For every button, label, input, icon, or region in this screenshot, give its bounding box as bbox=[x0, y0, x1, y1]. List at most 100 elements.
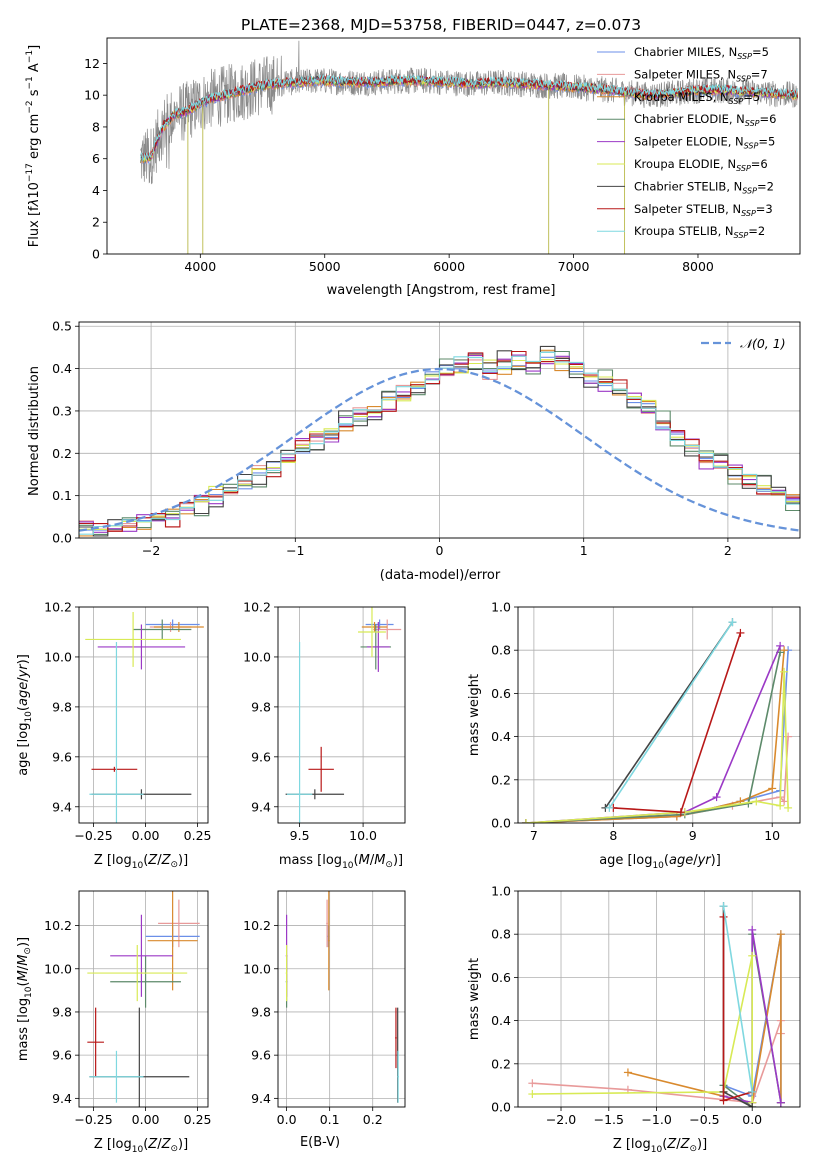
age-mass-xlabel: mass [log10(M/M⊙)] bbox=[279, 853, 403, 871]
y-tick-label: 0 bbox=[92, 247, 100, 262]
x-tick-label: 0.00 bbox=[132, 828, 160, 843]
mass-ebv-panel: 0.0 0.1 0.2 9.4 9.6 9.8 10.0 10.2 bbox=[243, 890, 406, 1127]
legend-value: =2 bbox=[748, 224, 765, 238]
x-tick-label: −0.25 bbox=[74, 828, 112, 843]
age-z-ylabel: age [log10(age/yr)] bbox=[16, 654, 34, 776]
y-tick-label: 10.0 bbox=[243, 649, 271, 664]
y-tick-label: 10.2 bbox=[243, 600, 271, 615]
x-tick-label: 2 bbox=[724, 543, 732, 558]
weight-line-kroupa-elodie bbox=[525, 671, 789, 823]
y-tick-label: 0.0 bbox=[491, 1100, 511, 1115]
hist-step-kroupa-stelib bbox=[79, 351, 800, 535]
y-tick-label: 8 bbox=[92, 119, 100, 134]
axes-frame bbox=[517, 606, 801, 824]
spectrum-xlabel: wavelength [Angstrom, rest frame] bbox=[327, 283, 556, 298]
y-tick-label: 1.0 bbox=[491, 600, 511, 615]
axes-frame bbox=[78, 321, 801, 539]
y-tick-label: 9.8 bbox=[52, 1004, 72, 1019]
x-tick-label: 4000 bbox=[184, 259, 216, 274]
weight-line-kroupa-elodie bbox=[532, 955, 754, 1103]
weight-age-ylabel: mass weight bbox=[467, 674, 482, 756]
mass-z-ylabel: mass [log10(M/M⊙)] bbox=[16, 937, 34, 1061]
x-tick-label: 0.2 bbox=[363, 1112, 383, 1127]
y-tick-label: 0.2 bbox=[52, 446, 72, 461]
figure-title: PLATE=2368, MJD=53758, FIBERID=0447, z=0… bbox=[241, 16, 641, 34]
legend-label: Kroupa STELIB, NSSP=2 bbox=[634, 224, 765, 240]
legend-subscript: SSP bbox=[744, 142, 759, 151]
y-tick-label: 10.0 bbox=[243, 961, 271, 976]
y-tick-label: 12 bbox=[84, 56, 100, 71]
y-tick-label: 9.4 bbox=[52, 799, 72, 814]
legend-label: Salpeter ELODIE, NSSP=5 bbox=[634, 135, 775, 151]
legend-subscript: SSP bbox=[729, 97, 744, 106]
y-tick-label: 9.6 bbox=[52, 749, 72, 764]
x-tick-label: 6000 bbox=[433, 259, 465, 274]
y-tick-label: 9.8 bbox=[251, 699, 271, 714]
legend-subscript: SSP bbox=[745, 119, 760, 128]
y-tick-label: 10.2 bbox=[44, 918, 72, 933]
weight-age-panel: 7 8 9 10 0.0 0.2 0.4 0.6 0.8 1.0 bbox=[491, 600, 801, 843]
legend-label: Kroupa ELODIE, NSSP=6 bbox=[634, 157, 768, 173]
weight-line-chabrier-elodie bbox=[525, 652, 781, 823]
x-tick-label: 9 bbox=[689, 828, 697, 843]
y-tick-label: 9.6 bbox=[52, 1048, 72, 1063]
axes-frame bbox=[106, 37, 801, 255]
y-tick-label: 0.5 bbox=[52, 319, 72, 334]
y-tick-label: 6 bbox=[92, 151, 100, 166]
weight-line-kroupa-stelib bbox=[608, 621, 734, 809]
age-z-panel: −0.25 0.00 0.25 9.4 9.6 9.8 10.0 10.2 bbox=[44, 600, 211, 844]
x-tick-label: 0.0 bbox=[277, 1112, 297, 1127]
x-tick-label: 0 bbox=[436, 543, 444, 558]
y-tick-label: 0.8 bbox=[491, 927, 511, 942]
residual-panel: −2 −1 0 1 2 0.0 0.1 0.2 0.3 0.4 0.5 𝒩(0, 1) bbox=[52, 319, 801, 558]
y-tick-label: 9.8 bbox=[52, 699, 72, 714]
spectrum-panel: 4000 5000 6000 7000 8000 0 2 4 6 8 10 12 Chabrier MI… bbox=[84, 37, 801, 274]
legend-label: Chabrier STELIB, NSSP=2 bbox=[634, 179, 774, 195]
y-tick-label: 9.4 bbox=[251, 1091, 271, 1106]
x-tick-label: −2 bbox=[142, 543, 160, 558]
x-tick-label: 0.1 bbox=[320, 1112, 340, 1127]
y-tick-label: 2 bbox=[92, 215, 100, 230]
x-tick-label: 5000 bbox=[309, 259, 341, 274]
legend-subscript: SSP bbox=[736, 164, 751, 173]
y-tick-label: 9.4 bbox=[52, 1091, 72, 1106]
weight-age-xlabel: age [log10(age/yr)] bbox=[599, 853, 721, 871]
legend-value: =6 bbox=[751, 157, 768, 171]
residual-xlabel: (data-model)/error bbox=[380, 568, 501, 583]
legend-value: =7 bbox=[751, 67, 768, 81]
x-tick-label: 1 bbox=[580, 543, 588, 558]
x-tick-label: −1.0 bbox=[641, 1112, 671, 1127]
x-tick-label: 8 bbox=[609, 828, 617, 843]
data-spectrum-line bbox=[140, 40, 798, 185]
axes-frame bbox=[517, 890, 801, 1108]
normal-curve bbox=[79, 367, 800, 532]
mass-z-panel: −0.25 0.00 0.25 9.4 9.6 9.8 10.0 10.2 bbox=[44, 890, 212, 1127]
weight-z-xlabel: Z [log10(Z/Z⊙)] bbox=[613, 1137, 707, 1155]
y-tick-label: 10.2 bbox=[243, 918, 271, 933]
axes-frame bbox=[277, 606, 406, 824]
legend-value: =5 bbox=[758, 135, 775, 149]
legend-label: Salpeter STELIB, NSSP=3 bbox=[634, 202, 773, 218]
mass-z-xlabel: Z [log10(Z/Z⊙)] bbox=[94, 1137, 188, 1155]
age-mass-panel: 9.5 10.0 9.4 9.6 9.8 10.0 10.2 bbox=[243, 600, 406, 843]
legend-label: Chabrier ELODIE, NSSP=6 bbox=[634, 112, 776, 128]
legend-value: =2 bbox=[757, 179, 774, 193]
y-tick-label: 0.0 bbox=[52, 531, 72, 546]
x-tick-label: −1.5 bbox=[594, 1112, 624, 1127]
x-tick-label: 10.0 bbox=[349, 828, 377, 843]
x-tick-label: 7 bbox=[530, 828, 538, 843]
legend-value: =6 bbox=[760, 112, 777, 126]
axes-frame bbox=[78, 606, 209, 824]
hist-step-chabrier-stelib bbox=[79, 345, 800, 537]
weight-line-kroupa-stelib bbox=[722, 905, 753, 1093]
x-tick-label: −0.25 bbox=[74, 1112, 112, 1127]
legend-subscript: SSP bbox=[742, 186, 757, 195]
y-tick-label: 9.6 bbox=[251, 749, 271, 764]
legend-label-normal: 𝒩(0, 1) bbox=[740, 336, 786, 351]
legend-value: =5 bbox=[743, 90, 760, 104]
y-tick-label: 4 bbox=[92, 183, 100, 198]
x-tick-label: 0.25 bbox=[184, 1112, 212, 1127]
weight-z-ylabel: mass weight bbox=[467, 958, 482, 1040]
y-tick-label: 0.2 bbox=[491, 1056, 511, 1071]
